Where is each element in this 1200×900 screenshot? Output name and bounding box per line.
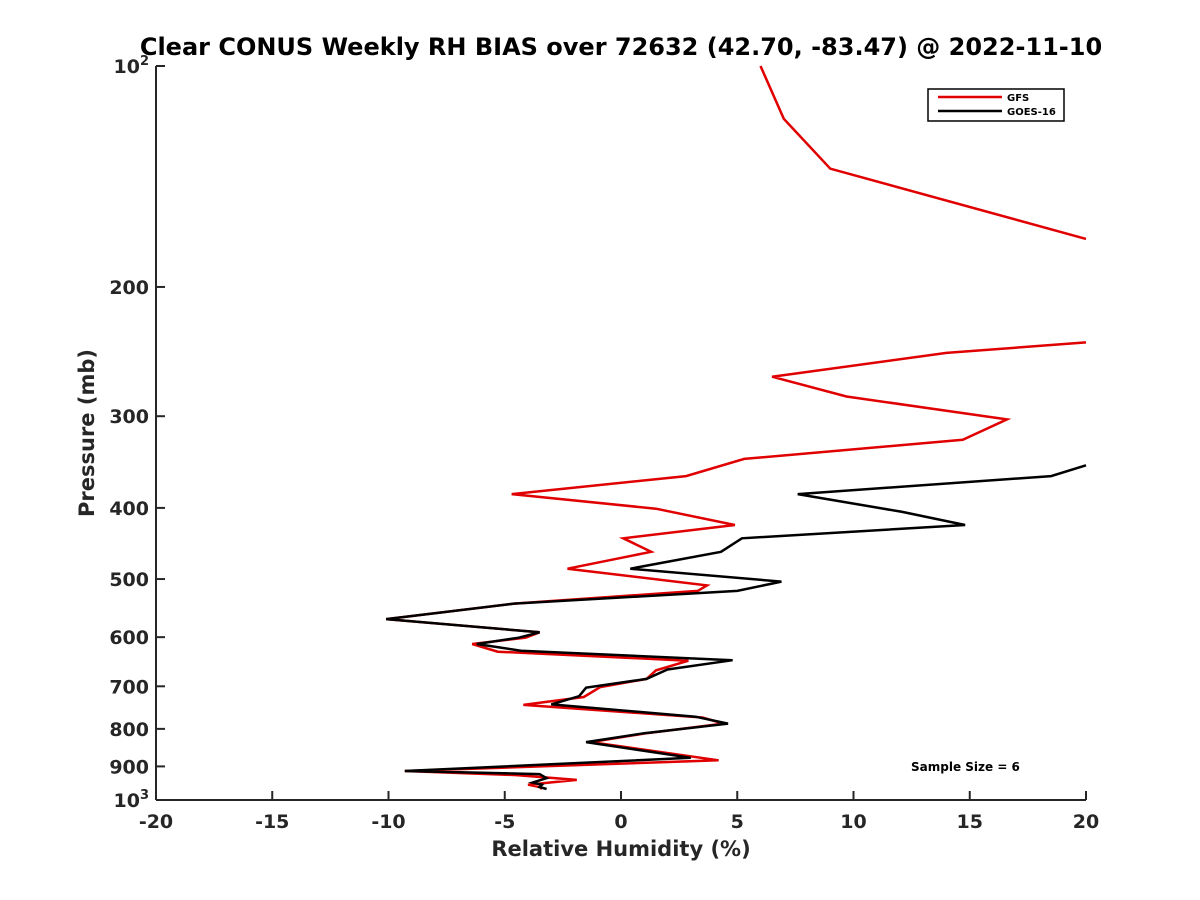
y-tick-label: 900 bbox=[109, 756, 149, 778]
y-tick-label: 800 bbox=[109, 719, 149, 741]
series-line-gfs bbox=[759, 65, 1087, 241]
x-tick-label: 0 bbox=[614, 811, 627, 833]
x-axis-label: Relative Humidity (%) bbox=[491, 837, 750, 861]
y-tick-label: 200 bbox=[109, 277, 149, 299]
y-tick-label: 103 bbox=[114, 788, 150, 812]
x-tick-label: -15 bbox=[255, 811, 289, 833]
x-tick-label: 5 bbox=[731, 811, 744, 833]
x-tick-label: -20 bbox=[139, 811, 173, 833]
series-line-gfs bbox=[386, 341, 1087, 790]
chart-title: Clear CONUS Weekly RH BIAS over 72632 (4… bbox=[140, 33, 1102, 61]
legend: GFS GOES-16 bbox=[927, 88, 1065, 122]
y-tick-label: 500 bbox=[109, 569, 149, 591]
legend-label-gfs: GFS bbox=[1007, 93, 1029, 104]
axes: -20 -15 -10 -5 0 5 10 15 20 102 200 300 400 500 600 700… bbox=[109, 54, 1099, 833]
legend-label-goes16: GOES-16 bbox=[1007, 107, 1056, 118]
x-tick-label: -5 bbox=[494, 811, 515, 833]
y-tick-label: 400 bbox=[109, 498, 149, 520]
plot-series bbox=[386, 65, 1087, 791]
legend-box bbox=[927, 88, 1065, 122]
y-tick-label: 700 bbox=[109, 676, 149, 698]
series-line-goes16 bbox=[386, 464, 1087, 791]
sample-size-annotation: Sample Size = 6 bbox=[911, 760, 1020, 774]
y-tick-label: 600 bbox=[109, 627, 149, 649]
x-tick-label: 20 bbox=[1073, 811, 1099, 833]
y-axis-label: Pressure (mb) bbox=[75, 349, 99, 517]
y-tick-label: 102 bbox=[114, 54, 150, 78]
x-tick-label: -10 bbox=[371, 811, 405, 833]
x-tick-label: 10 bbox=[840, 811, 866, 833]
x-tick-label: 15 bbox=[957, 811, 983, 833]
y-tick-label: 300 bbox=[109, 406, 149, 428]
